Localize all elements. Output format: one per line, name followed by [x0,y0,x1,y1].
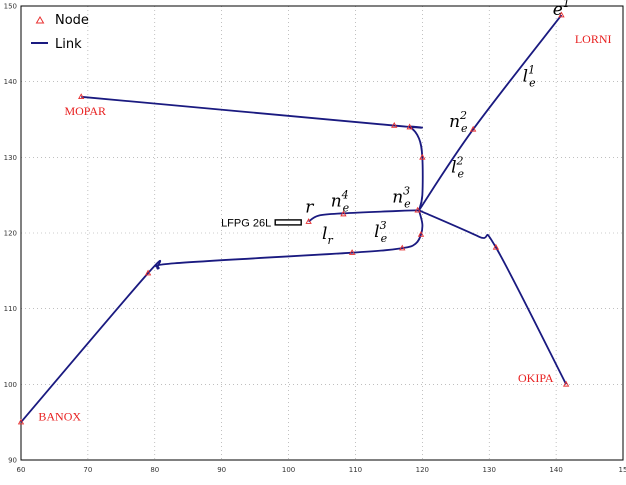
x-tick-label: 140 [549,466,562,474]
x-tick-label: 80 [150,466,159,474]
node-marker [562,380,570,387]
waypoint-label-mopar: MOPAR [64,104,106,118]
runway-label: LFPG 26L [221,217,271,229]
legend-node-label: Node [55,13,89,28]
annotation-label: r [305,198,314,218]
node-marker [406,123,413,130]
y-tick-label: 130 [4,154,17,162]
node-marker [340,210,347,217]
y-tick-label: 120 [4,230,17,238]
y-tick-label: 100 [4,381,17,389]
runway: LFPG 26L [221,217,302,229]
node-marker [399,244,406,251]
runway-symbol [274,219,302,226]
waypoint-label-okipa: OKIPA [518,371,554,385]
node-marker [17,418,25,425]
link-path [418,14,563,211]
legend-node-marker [35,16,45,24]
x-tick-label: 90 [217,466,226,474]
annotation-label: l2 e [451,154,464,180]
annotation-label: e1 [553,0,570,20]
y-tick-label: 110 [4,305,17,313]
node-marker [391,122,398,128]
node-marker [78,93,85,100]
annotation-label: l3 e [374,219,387,245]
link-path [81,95,424,211]
nodes [17,11,570,425]
legend: Node Link [31,13,89,52]
annotations: e1 l1 e n2 e l2 e n3 e n4 e rlr l3 e [305,0,570,247]
x-tick-label: 70 [83,466,92,474]
x-tick-label: 100 [282,466,295,474]
node-marker [470,125,477,132]
node-marker [492,243,500,250]
axis-ticks: 60 70 80 90 100 110 120 130 140 15 90 100 110 120 130 1… [4,3,626,475]
annotation-label: n4 e [331,189,350,215]
node-marker [348,249,356,255]
annotation-label: lr [322,224,333,247]
annotation-label: n3 e [392,185,411,211]
x-tick-label: 110 [349,466,362,474]
node-marker [414,206,421,213]
x-tick-label: 15 [619,466,626,474]
links [20,14,567,423]
node-marker [558,11,565,18]
waypoint-label-lorni: LORNI [575,32,612,46]
grid [21,6,623,460]
link-path [308,209,420,223]
x-tick-label: 120 [416,466,429,474]
link-path [418,209,567,385]
annotation-label: l1 e [523,64,536,90]
waypoint-labels: LORNI MOPAR BANOX OKIPA [38,32,611,424]
legend-link-label: Link [55,37,82,52]
node-marker [419,153,426,160]
x-tick-label: 60 [17,466,26,474]
y-tick-label: 150 [4,3,17,11]
x-tick-label: 130 [483,466,496,474]
plot-frame [20,5,624,461]
node-marker [305,218,312,224]
node-marker [144,269,152,276]
y-tick-label: 90 [8,457,17,465]
annotation-label: n2 e [449,109,468,135]
y-tick-label: 140 [4,78,17,86]
node-marker [417,230,425,237]
waypoint-label-banox: BANOX [38,410,81,424]
